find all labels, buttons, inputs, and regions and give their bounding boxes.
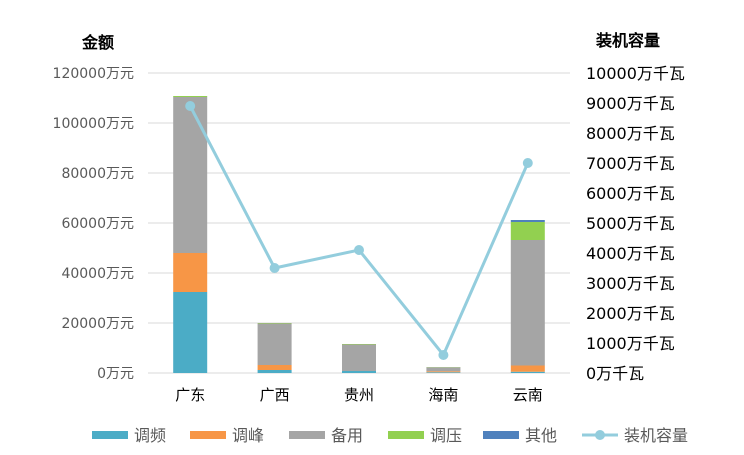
right-tick-label: 9000万千瓦	[586, 94, 675, 113]
bar-备用-云南	[510, 240, 545, 366]
right-tick-label: 5000万千瓦	[586, 214, 675, 233]
left-tick-label: 80000万元	[61, 166, 134, 182]
left-tick-label: 40000万元	[61, 266, 134, 282]
left-axis-title: 金额	[81, 33, 114, 52]
right-tick-label: 6000万千瓦	[586, 184, 675, 203]
line-point	[438, 350, 449, 360]
line-point	[185, 101, 196, 111]
category-label: 贵州	[344, 386, 374, 404]
right-tick-label: 10000万千瓦	[586, 64, 685, 83]
legend-swatch	[388, 431, 424, 439]
category-label: 云南	[513, 386, 543, 404]
category-label: 广东	[175, 386, 205, 404]
bar-调峰-海南	[426, 371, 461, 373]
right-tick-label: 7000万千瓦	[586, 154, 675, 173]
line-point	[269, 263, 280, 273]
bar-调频-贵州	[342, 371, 376, 373]
legend-swatch	[92, 431, 128, 439]
right-tick-label: 0万千瓦	[586, 364, 644, 383]
bar-调压-广东	[173, 96, 208, 97]
legend-swatch	[483, 431, 519, 439]
bar-备用-广东	[173, 97, 208, 253]
legend-swatch	[289, 431, 325, 439]
legend-label: 调压	[430, 426, 462, 445]
bar-调峰-云南	[510, 365, 545, 372]
bar-调压-云南	[510, 222, 545, 240]
legend-label: 装机容量	[624, 426, 688, 445]
legend-swatch	[190, 431, 226, 439]
left-tick-label: 20000万元	[61, 316, 134, 332]
legend-marker	[595, 430, 605, 440]
bar-备用-广西	[257, 323, 292, 365]
left-tick-label: 120000万元	[53, 66, 134, 82]
bar-调频-广东	[173, 292, 208, 373]
bar-调峰-广西	[257, 365, 292, 370]
bar-调频-海南	[426, 372, 461, 373]
legend-label: 调频	[134, 426, 166, 445]
category-label: 海南	[428, 386, 458, 404]
bar-调压-广西	[257, 323, 292, 324]
line-装机容量	[188, 105, 530, 358]
line-point	[354, 245, 364, 255]
bar-调频-云南	[510, 371, 545, 373]
bar-调频-广西	[257, 370, 292, 373]
category-label: 广西	[260, 386, 290, 404]
bar-备用-海南	[426, 367, 461, 372]
right-tick-label: 1000万千瓦	[586, 334, 675, 353]
right-tick-label: 8000万千瓦	[586, 124, 675, 143]
legend-label: 调峰	[232, 426, 264, 445]
left-tick-label: 0万元	[97, 366, 134, 382]
bar-备用-贵州	[342, 344, 376, 371]
left-tick-label: 100000万元	[53, 116, 134, 132]
right-tick-label: 3000万千瓦	[586, 274, 675, 293]
left-tick-label: 60000万元	[61, 216, 134, 232]
right-tick-label: 4000万千瓦	[586, 244, 675, 263]
legend-label: 其他	[525, 426, 557, 445]
bar-调压-贵州	[342, 344, 376, 345]
right-tick-label: 2000万千瓦	[586, 304, 675, 323]
line-point	[522, 158, 533, 168]
bar-调峰-广东	[173, 253, 208, 292]
bar-其他-云南	[510, 220, 545, 222]
legend-label: 备用	[331, 426, 363, 445]
right-axis-title: 装机容量	[595, 31, 660, 50]
